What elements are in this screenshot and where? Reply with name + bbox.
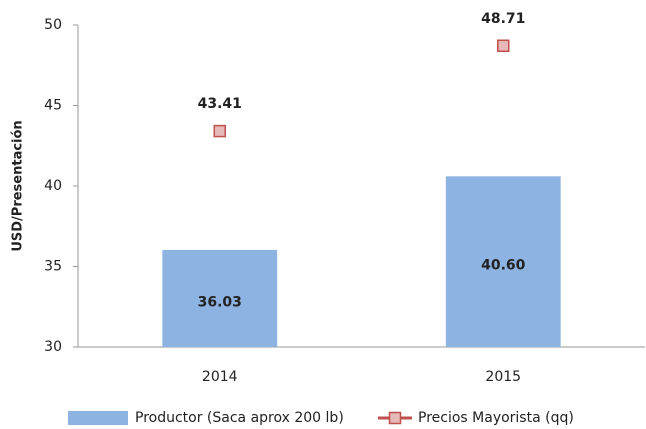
bar bbox=[445, 176, 561, 347]
x-tick-label: 2015 bbox=[485, 369, 521, 385]
value-label: 43.41 bbox=[198, 96, 242, 112]
y-tick-label: 45 bbox=[44, 98, 62, 114]
bar bbox=[162, 249, 278, 347]
marker bbox=[497, 39, 510, 53]
y-axis-label: USD/Presentación bbox=[11, 120, 26, 251]
y-tick-label: 50 bbox=[44, 17, 62, 33]
y-tick-label: 40 bbox=[44, 178, 62, 194]
y-tick-label: 35 bbox=[44, 259, 62, 275]
legend-label: Precios Mayorista (qq) bbox=[418, 410, 574, 426]
x-tick-label: 2014 bbox=[202, 369, 238, 385]
y-tick-label: 30 bbox=[44, 339, 62, 355]
marker bbox=[213, 124, 226, 138]
legend-label: Productor (Saca aprox 200 lb) bbox=[135, 410, 344, 426]
legend-swatch bbox=[388, 411, 402, 425]
value-label: 48.71 bbox=[481, 11, 525, 27]
value-label: 36.03 bbox=[198, 294, 242, 310]
value-label: 40.60 bbox=[481, 258, 526, 274]
legend-swatch bbox=[68, 411, 128, 425]
